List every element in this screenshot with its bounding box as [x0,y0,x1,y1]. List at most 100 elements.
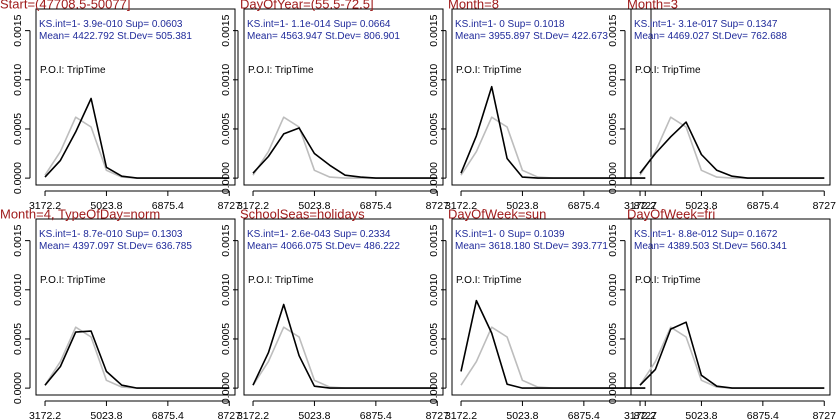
y-tick-label: 0.0000 [12,372,24,404]
ks-stat-label: KS.int=1- 3.9e-010 Sup= 0.0603 [39,19,183,30]
y-tick-label: 0.0000 [607,162,619,194]
chart-panel-2: DayOfYear=(55.5-72.5] KS.int=1- 1.1e-014 … [220,0,449,212]
x-tick-label: 8727 [426,200,450,212]
poi-label: P.O.I: TripTime [40,65,106,76]
panel-title: Start=(47708.5-50077] [0,0,130,12]
poi-label: P.O.I: TripTime [635,275,701,286]
subset-density-line [252,303,438,389]
plot-frame [630,8,831,186]
reference-density-line [44,326,230,389]
ks-stat-label: KS.int=1- 1.1e-014 Sup= 0.0664 [247,19,391,30]
y-tick-label: 0.0015 [428,14,440,46]
x-tick-label: 3172.2 [445,200,477,212]
y-tick-label: 0.0000 [220,372,232,404]
y-tick-label: 0.0000 [12,162,24,194]
x-tick-label: 6875.4 [568,200,600,212]
reference-density-line [252,116,438,179]
x-tick-label: 3172.2 [29,410,61,419]
chart-panel-1: Start=(47708.5-50077] KS.int=1- 3.9e-010 … [0,0,241,212]
ks-stat-label: KS.int=1- 2.6e-043 Sup= 0.2334 [247,229,391,240]
plot-frame [243,218,444,396]
mean-stdev-label: Mean= 4397.097 St.Dev= 636.785 [39,241,192,252]
plot-frame [451,8,652,186]
plot-frame [243,8,444,186]
panel-title: DayOfWeek=fri [627,207,715,222]
reference-density-line [639,116,825,179]
x-tick-label: 3172.2 [624,200,656,212]
x-tick-label: 3172.2 [237,200,269,212]
x-tick-label: 6875.4 [152,200,184,212]
x-tick-label: 6875.4 [747,200,779,212]
chart-panel-7: DayOfWeek=sun KS.int=1- 0 Sup= 0.1039Mean… [428,207,657,419]
mean-stdev-label: Mean= 3955.897 St.Dev= 422.673 [455,31,608,42]
y-tick-label: 0.0015 [607,224,619,256]
y-tick-label: 0.0010 [220,274,232,306]
x-tick-label: 3172.2 [237,410,269,419]
x-tick-label: 6875.4 [360,410,392,419]
x-tick-label: 5023.8 [506,200,538,212]
y-tick-label: 0.0015 [12,224,24,256]
ks-stat-label: KS.int=1- 0 Sup= 0.1039 [455,229,565,240]
y-tick-label: 0.0010 [220,64,232,96]
mean-stdev-label: Mean= 4469.027 St.Dev= 762.688 [634,31,787,42]
x-tick-label: 5023.8 [90,410,122,419]
x-tick-label: 6875.4 [360,200,392,212]
y-tick-label: 0.0000 [607,372,619,404]
reference-density-line [252,326,438,389]
y-tick-label: 0.0005 [607,323,619,355]
plot-frame [35,8,236,186]
x-tick-label: 3172.2 [29,200,61,212]
panel-title: Month=4, TypeOfDay=norm [0,207,160,222]
x-tick-label: 8727 [813,410,837,419]
chart-panel-4: Month=3 KS.int=1- 3.1e-017 Sup= 0.1347Mea… [607,0,836,212]
subset-density-line [460,299,646,389]
ks-stat-label: KS.int=1- 8.7e-010 Sup= 0.1303 [39,229,183,240]
panel-title: DayOfWeek=sun [448,207,546,222]
ks-stat-label: KS.int=1- 8.8e-012 Sup= 0.1672 [634,229,778,240]
x-tick-label: 8727 [634,200,658,212]
y-tick-label: 0.0010 [12,64,24,96]
y-tick-label: 0.0015 [220,14,232,46]
y-tick-label: 0.0015 [607,14,619,46]
x-tick-label: 5023.8 [298,410,330,419]
mean-stdev-label: Mean= 3618.180 St.Dev= 393.771 [455,241,608,252]
reference-density-line [44,116,230,179]
x-tick-label: 5023.8 [90,200,122,212]
y-tick-label: 0.0005 [220,113,232,145]
x-tick-label: 8727 [426,410,450,419]
subset-density-line [460,85,646,179]
y-tick-label: 0.0005 [12,113,24,145]
mean-stdev-label: Mean= 4066.075 St.Dev= 486.222 [247,241,400,252]
poi-label: P.O.I: TripTime [456,65,522,76]
y-tick-label: 0.0005 [607,113,619,145]
y-tick-label: 0.0015 [12,14,24,46]
y-tick-label: 0.0005 [220,323,232,355]
x-tick-label: 8727 [218,410,242,419]
chart-panel-6: SchoolSeas=holidays KS.int=1- 2.6e-043 Su… [220,207,449,419]
y-tick-label: 0.0000 [220,162,232,194]
subset-density-line [44,97,230,179]
x-tick-label: 6875.4 [152,410,184,419]
y-tick-label: 0.0010 [607,274,619,306]
y-tick-label: 0.0005 [428,323,440,355]
y-tick-label: 0.0010 [12,274,24,306]
subset-density-line [639,121,825,179]
y-tick-label: 0.0010 [428,64,440,96]
panel-title: Month=3 [627,0,678,12]
x-tick-label: 5023.8 [685,410,717,419]
subset-density-line [252,127,438,179]
chart-panel-5: Month=4, TypeOfDay=norm KS.int=1- 8.7e-01… [0,207,241,419]
poi-label: P.O.I: TripTime [248,275,314,286]
poi-label: P.O.I: TripTime [248,65,314,76]
y-tick-label: 0.0000 [428,372,440,404]
x-tick-label: 8727 [813,200,837,212]
poi-label: P.O.I: TripTime [40,275,106,286]
y-tick-label: 0.0015 [220,224,232,256]
plot-frame [35,218,236,396]
x-tick-label: 8727 [634,410,658,419]
x-tick-label: 6875.4 [747,410,779,419]
y-tick-label: 0.0010 [428,274,440,306]
x-tick-label: 5023.8 [506,410,538,419]
x-tick-label: 5023.8 [298,200,330,212]
